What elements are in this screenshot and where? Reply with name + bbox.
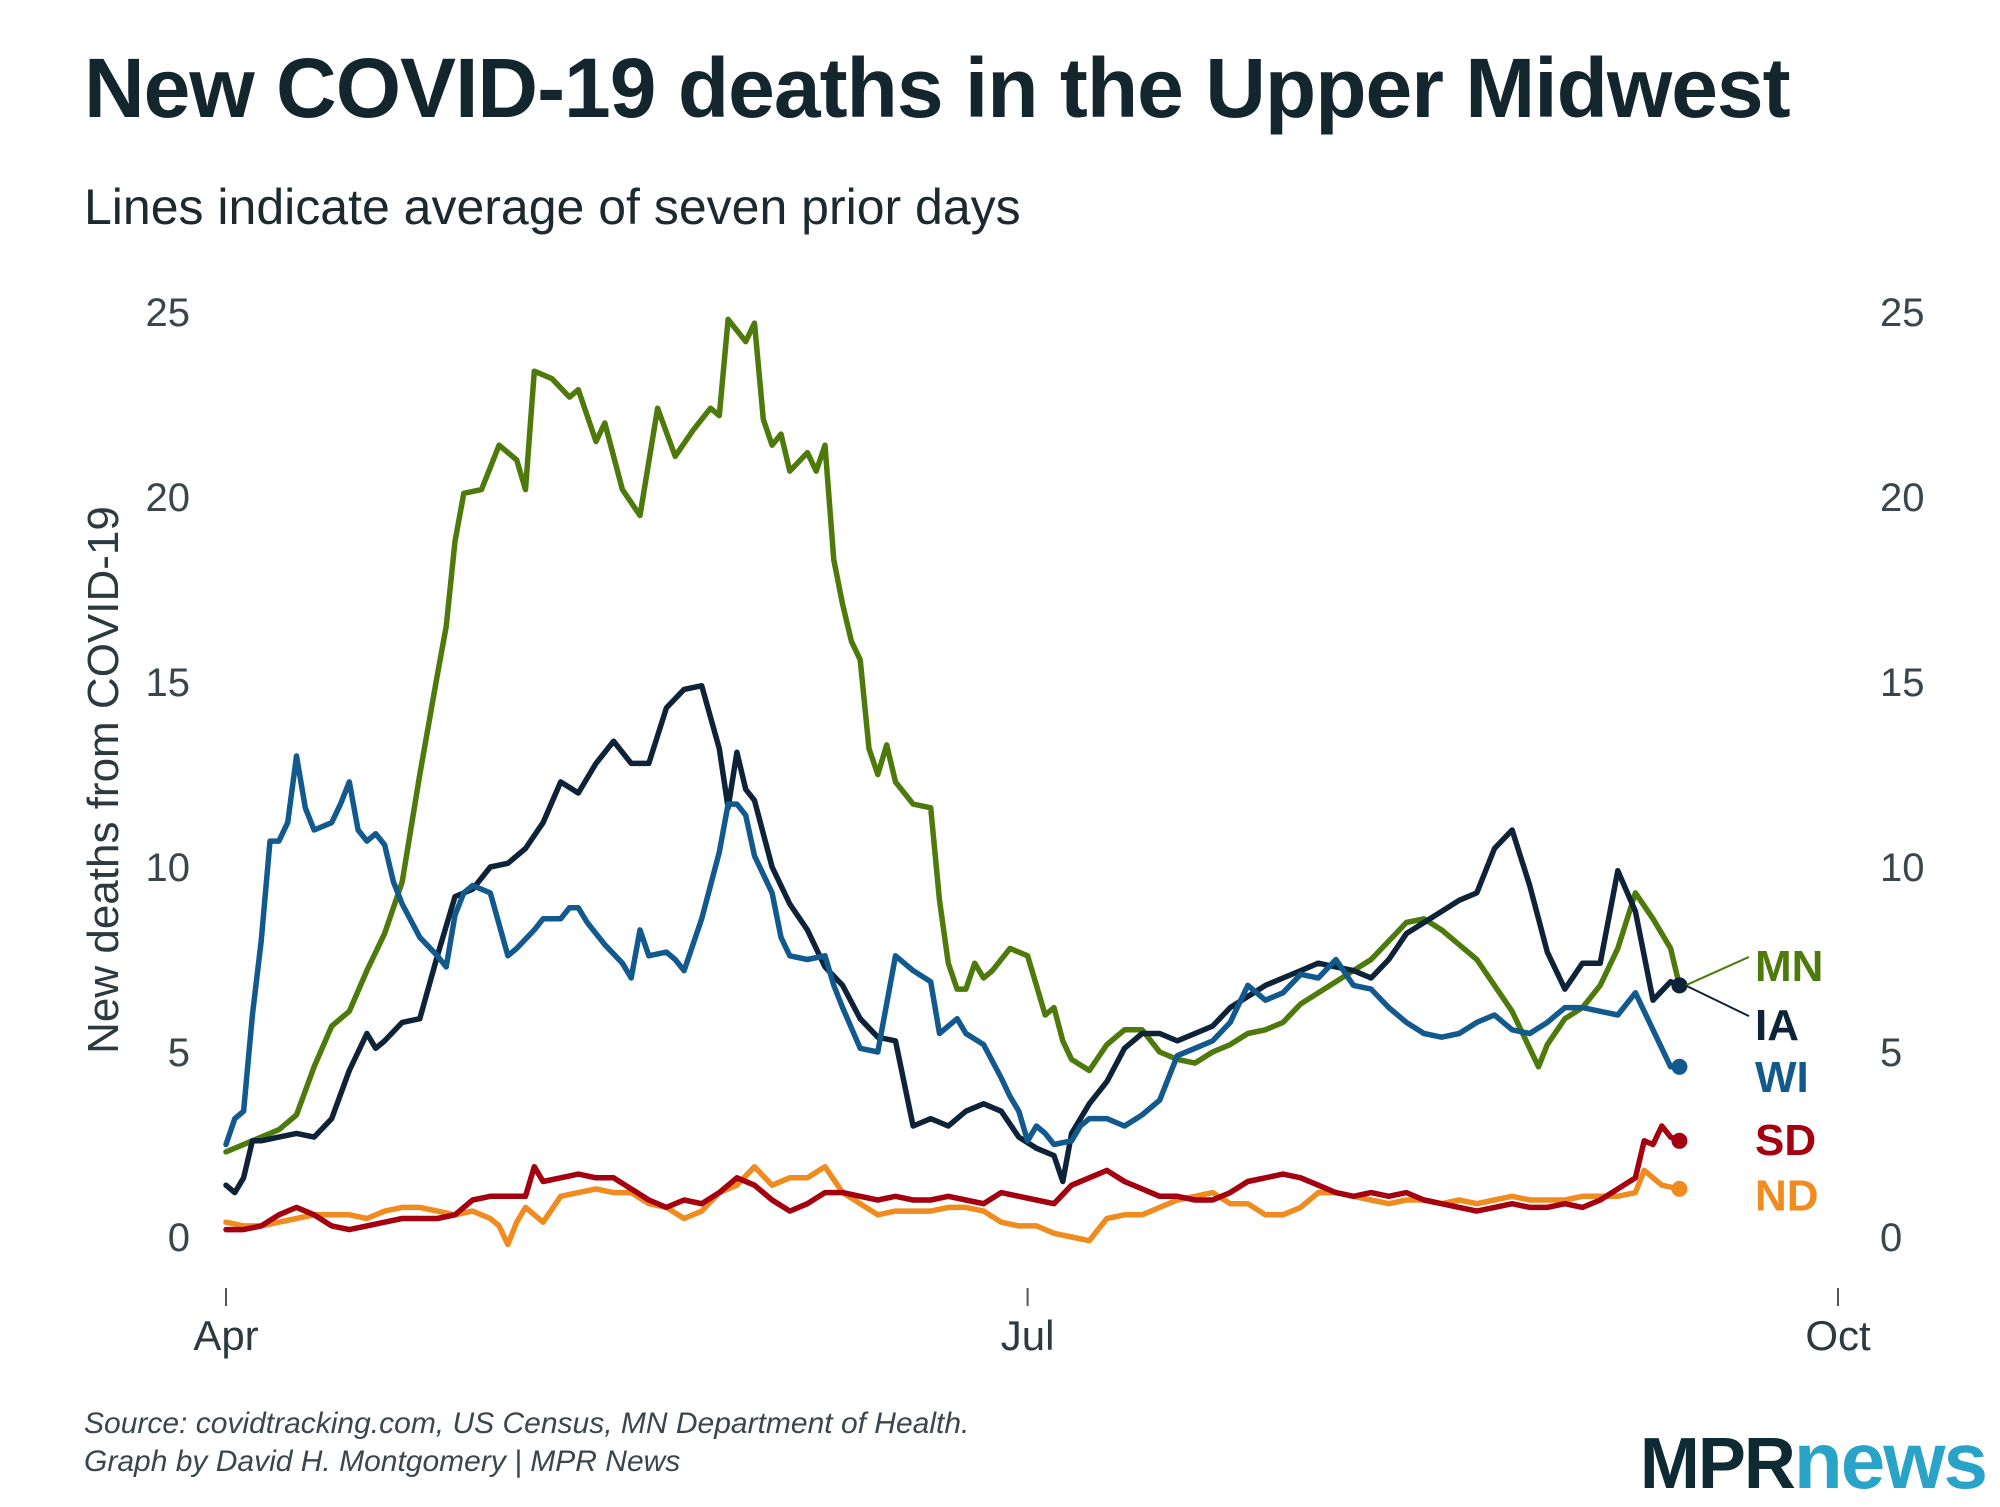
x-tick-label: Oct xyxy=(1805,1312,1871,1359)
x-tick-label: Apr xyxy=(193,1312,258,1359)
chart-title: New COVID-19 deaths in the Upper Midwest xyxy=(84,41,1791,135)
series-end-dot-ia xyxy=(1671,977,1688,994)
series-label-ia: IA xyxy=(1755,1001,1799,1050)
y-tick-right: 20 xyxy=(1880,476,1925,520)
y-tick-right: 15 xyxy=(1880,661,1925,705)
y-tick-left: 0 xyxy=(168,1216,190,1260)
series-label-sd: SD xyxy=(1755,1116,1816,1165)
series-end-dot-nd xyxy=(1671,1180,1688,1197)
y-tick-left: 20 xyxy=(146,476,191,520)
y-tick-left: 5 xyxy=(168,1031,190,1075)
y-axis-left: 0 5 10 15 20 25 xyxy=(146,291,191,1260)
logo-mpr: MPR xyxy=(1639,1424,1796,1504)
series-label-mn: MN xyxy=(1755,942,1823,991)
label-leader-ia xyxy=(1685,984,1750,1018)
y-tick-right: 25 xyxy=(1880,291,1925,335)
label-leader-mn xyxy=(1685,955,1750,987)
series-label-wi: WI xyxy=(1755,1053,1809,1102)
series-lines xyxy=(223,316,1688,1248)
chart-subtitle: Lines indicate average of seven prior da… xyxy=(84,179,1021,235)
y-tick-left: 25 xyxy=(146,291,191,335)
series-line-sd xyxy=(223,1123,1683,1233)
y-axis-label: New deaths from COVID-19 xyxy=(79,506,128,1054)
series-line-ia xyxy=(223,682,1683,1196)
series-end-dot-sd xyxy=(1671,1132,1688,1149)
y-tick-right: 10 xyxy=(1880,846,1925,890)
series-end-dot-wi xyxy=(1671,1058,1688,1075)
logo-news: news xyxy=(1793,1416,1988,1505)
x-tick-label: Jul xyxy=(1001,1312,1055,1359)
source-note: Source: covidtracking.com, US Census, MN… xyxy=(84,1407,970,1440)
y-tick-left: 15 xyxy=(146,661,191,705)
y-tick-left: 10 xyxy=(146,846,191,890)
series-line-mn xyxy=(223,316,1683,1155)
credit-note: Graph by David H. Montgomery | MPR News xyxy=(84,1445,681,1478)
y-axis-right: 0 5 10 15 20 25 xyxy=(1880,291,1925,1260)
series-label-nd: ND xyxy=(1755,1171,1819,1220)
series-line-wi xyxy=(223,753,1683,1148)
mpr-news-logo: MPRnews xyxy=(1640,1415,1988,1505)
x-axis: Apr Jul Oct xyxy=(193,1288,1871,1359)
y-tick-right: 0 xyxy=(1880,1216,1902,1260)
y-tick-right: 5 xyxy=(1880,1031,1902,1075)
footer: Source: covidtracking.com, US Census, MN… xyxy=(84,1405,969,1481)
